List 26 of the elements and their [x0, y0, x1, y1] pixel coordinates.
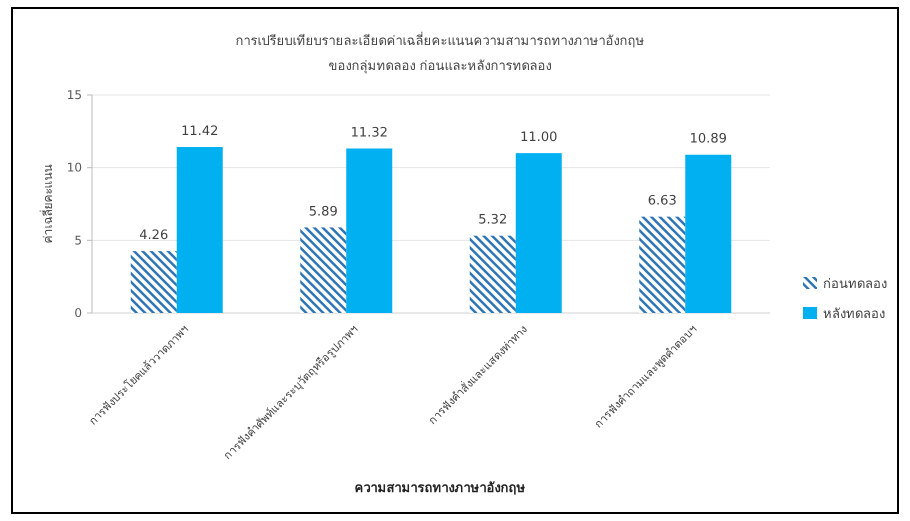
data-label: 11.42 — [181, 124, 218, 140]
legend-label: หลังทดลอง — [823, 307, 885, 322]
data-label: 6.63 — [648, 194, 677, 209]
y-tick-label: 5 — [74, 233, 82, 248]
chart-title: การเปรียบเทียบรายละเอียดค่าเฉลี่ยคะแนนความสามารถทางภาษาอังกฤษ — [236, 32, 644, 49]
bar — [176, 147, 223, 313]
data-label: 11.00 — [520, 130, 558, 146]
data-label: 5.32 — [478, 212, 508, 228]
y-axis-title: ค่าเฉลี่ยคะแนน — [39, 164, 55, 244]
bar — [130, 251, 177, 313]
bar — [470, 236, 516, 313]
legend-label: ก่อนทดลอง — [823, 277, 887, 292]
data-label: 4.26 — [139, 228, 168, 244]
data-label: 10.89 — [690, 132, 727, 147]
data-label: 11.32 — [350, 125, 388, 140]
bar — [685, 154, 732, 313]
bar — [516, 153, 562, 313]
bar — [300, 227, 346, 313]
bar — [346, 148, 392, 313]
chart-subtitle: ของกลุ่มทดลอง ก่อนและหลังการทดลอง — [328, 59, 552, 74]
y-tick-label: 10 — [66, 160, 82, 175]
y-tick-label: 15 — [66, 88, 82, 102]
data-label: 5.89 — [308, 204, 338, 220]
bar — [639, 216, 686, 313]
y-tick-label: 0 — [74, 306, 82, 320]
x-axis-title: ความสามารถทางภาษาอังกฤษ — [354, 481, 526, 496]
